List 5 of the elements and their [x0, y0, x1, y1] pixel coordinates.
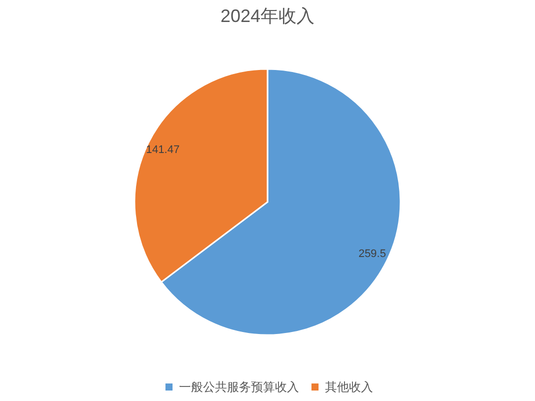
- legend-label: 其他收入: [325, 380, 373, 394]
- data-label: 141.47: [146, 144, 180, 156]
- chart-title: 2024年收入: [220, 6, 315, 26]
- data-label: 259.5: [358, 248, 386, 260]
- legend-label: 一般公共服务预算收入: [179, 380, 299, 394]
